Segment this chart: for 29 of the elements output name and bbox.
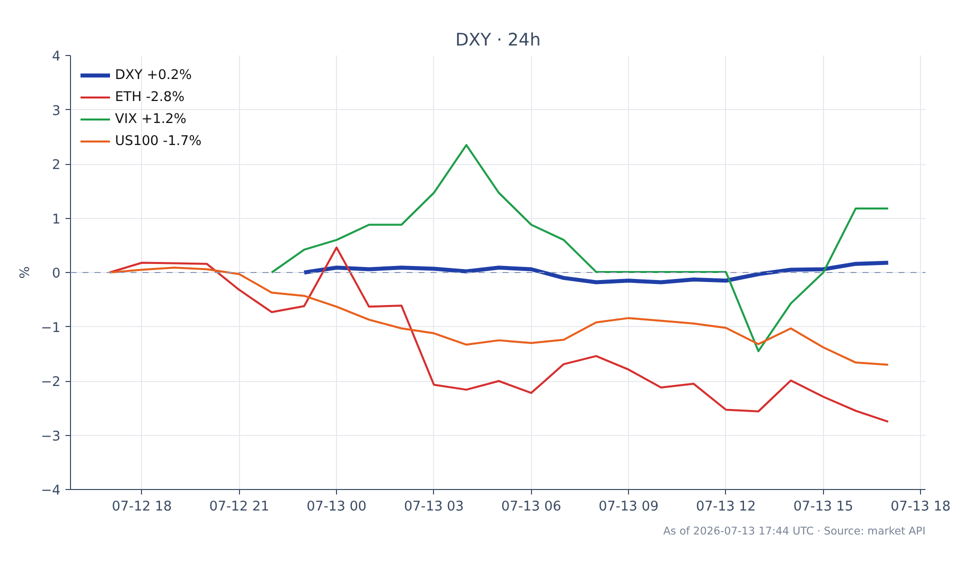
text: As of 2026-07-13 17:44 UTC · Source: market API <box>663 524 926 538</box>
y-tick-label: −1 <box>40 320 61 336</box>
y-tick-label: 1 <box>52 212 61 228</box>
y-tick-label: −4 <box>40 484 61 498</box>
x-tick-label: 07-13 15 <box>793 500 854 514</box>
line-series <box>302 260 890 284</box>
y-tick-label: 4 <box>52 50 61 64</box>
x-tick-label: 07-13 00 <box>306 500 367 514</box>
y-tick-label: 0 <box>52 266 61 282</box>
y-tick-label: 3 <box>52 104 61 119</box>
x-tick-label: 07-13 06 <box>501 500 562 514</box>
y-tick-label: −2 <box>40 375 61 390</box>
y-axis-title: % <box>18 266 33 279</box>
chart-title: DXY · 24h <box>455 30 541 50</box>
x-tick-label: 07-12 21 <box>209 500 270 514</box>
legend-label: ETH -2.8% <box>115 90 184 104</box>
legend-label: DXY +0.2% <box>115 68 192 82</box>
y-tick-label: −3 <box>40 429 61 444</box>
x-tick-label: 07-13 12 <box>696 500 756 514</box>
x-tick-label: 07-13 18 <box>890 500 951 514</box>
y-tick-label: 2 <box>52 158 61 173</box>
line-series <box>108 266 890 366</box>
x-tick-label: 07-13 09 <box>598 500 659 514</box>
x-tick-label: 07-13 03 <box>404 500 464 514</box>
legend-label: VIX +1.2% <box>115 112 186 126</box>
line-series <box>108 246 890 423</box>
legend-label: US100 -1.7% <box>115 134 202 148</box>
x-tick-label: 07-12 18 <box>112 500 172 514</box>
line-series <box>270 144 890 352</box>
